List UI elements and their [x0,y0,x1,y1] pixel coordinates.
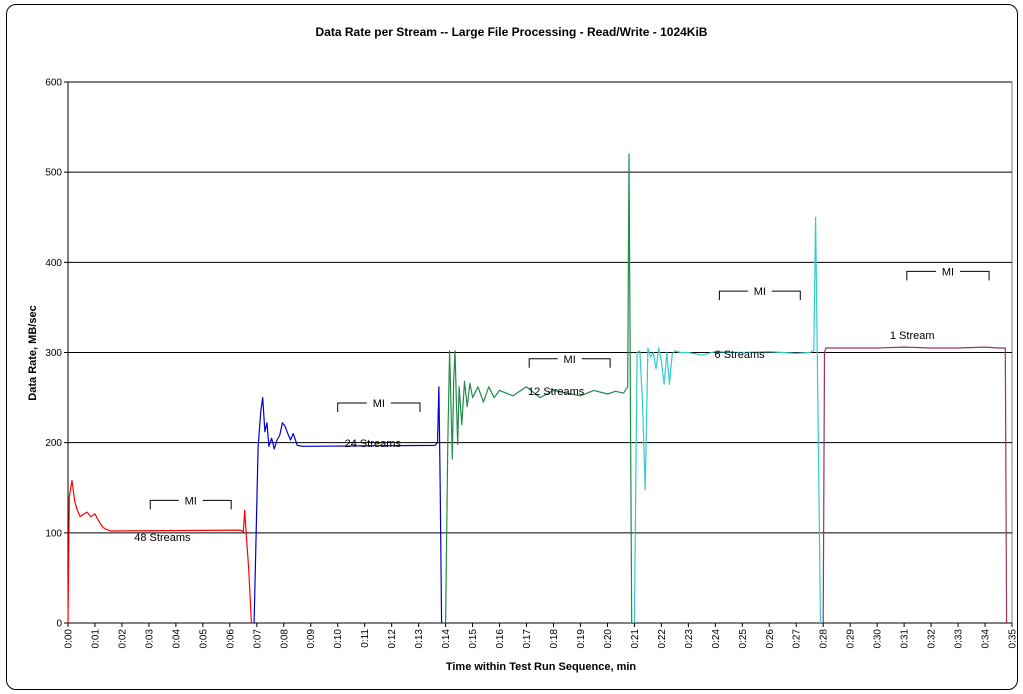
x-tick-label: 0:01 [90,629,101,649]
x-tick-label: 0:05 [198,629,209,649]
y-tick-label: 300 [45,348,62,359]
grid-layer [67,81,1013,624]
mi-bracket: MI [528,354,611,368]
x-tick-label: 0:35 [1008,629,1019,649]
series-annotation: 6 Streams [715,349,766,361]
x-tick-label: 0:33 [954,629,965,649]
x-tick-label: 0:19 [576,629,587,649]
series-annotation: 24 Streams [345,438,402,450]
x-tick-label: 0:10 [333,629,344,649]
x-tick-label: 0:24 [711,629,722,649]
x-tick-label: 0:20 [603,629,614,649]
y-tick-label: 0 [56,619,62,630]
series-line-4 [822,346,1008,624]
x-tick-label: 0:29 [846,629,857,649]
series-line-3 [633,216,822,624]
mi-bracket: MI [337,398,421,412]
x-tick-label: 0:15 [468,629,479,649]
mi-bracket-label: MI [185,495,197,507]
x-tick-label: 0:34 [981,629,992,649]
x-tick-label: 0:30 [873,629,884,649]
x-tick-label: 0:22 [657,629,668,649]
mi-bracket-label: MI [564,354,576,366]
x-tick-label: 0:26 [765,629,776,649]
x-tick-label: 0:21 [630,629,641,649]
x-tick-label: 0:14 [441,629,452,649]
x-tick-label: 0:32 [927,629,938,649]
x-tick-label: 0:28 [819,629,830,649]
mi-bracket-left [906,270,936,281]
mi-bracket: MI [906,266,990,281]
y-tick-label: 400 [45,258,62,269]
x-tick-label: 0:04 [171,629,182,649]
x-tick-label: 0:16 [495,629,506,649]
x-tick-label: 0:31 [900,629,911,649]
mi-bracket-left [337,402,367,412]
x-tick-label: 0:23 [684,629,695,649]
x-tick-label: 0:00 [64,629,75,649]
mi-bracket-label: MI [942,266,954,278]
mi-bracket-right [202,499,232,510]
chart-frame [6,4,1018,690]
mi-bracket-label: MI [373,398,385,410]
x-tick-label: 0:07 [252,629,263,649]
mi-bracket-left [528,358,558,368]
y-tick-label: 200 [45,438,62,449]
series-annotation: 1 Stream [890,330,935,342]
x-tick-label: 0:12 [387,629,398,649]
y-tick-label: 600 [45,78,62,89]
series-line-0 [67,479,252,624]
series-line-1 [253,386,443,624]
mi-bracket-right [959,270,990,281]
mi-bracket-label: MI [754,286,766,298]
series-line-2 [445,153,633,624]
series-annotation: 48 Streams [134,532,191,544]
mi-bracket-right [771,290,801,301]
x-tick-label: 0:03 [144,629,155,649]
y-axis-title: Data Rate, MB/sec [27,305,39,400]
axis-layer: 0 100 200 300 400 500 600 0:00 0:01 0:02 0:03 0:04 0… [45,78,1018,649]
x-tick-label: 0:06 [225,629,236,649]
x-tick-label: 0:09 [306,629,317,649]
x-tick-label: 0:18 [549,629,560,649]
x-tick-label: 0:11 [360,629,371,648]
x-tick-label: 0:08 [279,629,290,649]
x-axis-title: Time within Test Run Sequence, min [446,661,637,673]
mi-bracket-right [390,402,421,412]
mi-bracket: MI [149,495,232,510]
series-annotation: 12 Streams [528,386,585,398]
mi-bracket: MI [718,286,801,301]
series-layer [67,153,1008,624]
x-tick-label: 0:02 [117,629,128,649]
chart-title: Data Rate per Stream -- Large File Proce… [315,25,708,39]
x-tick-label: 0:25 [738,629,749,649]
x-tick-label: 0:17 [522,629,533,649]
mi-bracket-right [581,358,611,368]
annotation-layer: 48 Streams 24 Streams 12 Streams 6 Streams 1… [134,266,990,544]
y-tick-label: 500 [45,168,62,179]
x-tick-label: 0:13 [414,629,425,649]
x-tick-label: 0:27 [792,629,803,649]
mi-bracket-left [718,290,748,301]
mi-bracket-left [149,499,179,510]
y-tick-label: 100 [45,528,62,539]
